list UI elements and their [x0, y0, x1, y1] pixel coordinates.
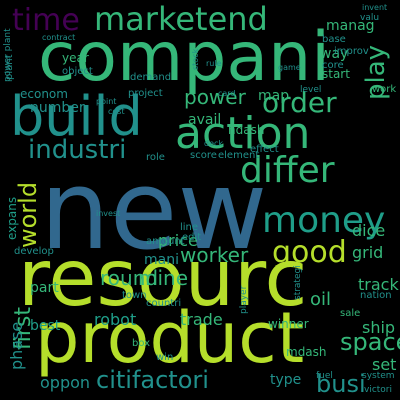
- cloud-word: build: [10, 85, 143, 148]
- cloud-word: stock: [191, 48, 200, 70]
- cloud-word: differ: [240, 150, 335, 191]
- cloud-word: mdash: [286, 345, 327, 359]
- cloud-word: work: [372, 84, 396, 95]
- cloud-word: contract: [42, 33, 75, 42]
- cloud-word: project: [128, 88, 163, 99]
- cloud-word: product: [35, 297, 304, 379]
- cloud-word: sale: [340, 308, 360, 319]
- cloud-word: citifactori: [96, 366, 209, 394]
- cloud-word: first: [11, 307, 36, 350]
- cloud-word: map: [258, 88, 289, 104]
- cloud-word: card: [218, 89, 236, 98]
- cloud-word: industri: [28, 135, 126, 165]
- cloud-word: core: [322, 60, 344, 71]
- cloud-word: oppon: [40, 373, 90, 392]
- cloud-word: part: [30, 280, 59, 296]
- cloud-word: countri: [146, 298, 181, 309]
- cloud-word: develop: [14, 246, 54, 257]
- cloud-word: action: [175, 108, 310, 159]
- cloud-word: strategi: [293, 265, 303, 300]
- cloud-word: start: [322, 67, 350, 81]
- cloud-word: valu: [360, 13, 379, 23]
- cloud-word: busi: [316, 370, 366, 398]
- cloud-word: rule: [206, 59, 222, 68]
- cloud-word: manag: [326, 18, 375, 34]
- cloud-word: ndash: [228, 123, 264, 137]
- cloud-word: player: [239, 285, 249, 314]
- cloud-word: invent: [362, 3, 387, 12]
- cloud-word: demand: [130, 72, 171, 83]
- cloud-word: space: [340, 328, 400, 356]
- cloud-word: expans: [5, 197, 19, 240]
- cloud-word: money: [262, 200, 385, 241]
- cloud-word: year: [62, 51, 89, 65]
- cloud-word: new: [40, 146, 267, 274]
- cloud-word: time: [12, 3, 80, 38]
- cloud-word: type: [270, 372, 301, 388]
- cloud-word: level: [300, 85, 321, 95]
- cloud-word: round: [100, 266, 158, 290]
- cloud-word: victori: [364, 385, 392, 395]
- cloud-word: object: [62, 66, 93, 77]
- cloud-word: oil: [310, 289, 331, 310]
- cloud-word: order: [262, 86, 337, 119]
- cloud-word: play: [361, 45, 391, 100]
- cloud-word: plant: [4, 54, 15, 80]
- cloud-word: box: [132, 338, 150, 349]
- cloud-word: compani: [38, 18, 330, 97]
- cloud-word: resourc: [18, 234, 307, 324]
- cloud-word: win: [156, 352, 173, 363]
- cloud-word: trade: [180, 310, 223, 329]
- cloud-word: world: [14, 182, 42, 248]
- cloud-word: base: [322, 34, 346, 45]
- cloud-word: power plant: [3, 28, 13, 82]
- cloud-word: cost: [108, 107, 125, 116]
- cloud-word: system: [362, 371, 395, 381]
- cloud-word: dice: [352, 221, 385, 240]
- cloud-word: marketend: [94, 0, 268, 38]
- cloud-word: winner: [268, 317, 309, 331]
- cloud-word: phase: [7, 322, 26, 370]
- cloud-word: robot: [94, 310, 136, 329]
- cloud-word: game: [278, 63, 301, 72]
- cloud-word: effect: [250, 144, 279, 155]
- cloud-word: number: [30, 100, 85, 116]
- cloud-word: improv: [334, 46, 369, 57]
- cloud-word: econom: [20, 87, 68, 101]
- cloud-word: town: [122, 290, 147, 301]
- cloud-word: amount: [146, 236, 185, 247]
- cloud-word: mine: [138, 266, 188, 290]
- cloud-word: fuel: [316, 371, 333, 381]
- cloud-word: way: [320, 46, 348, 62]
- cloud-word: line: [180, 222, 198, 233]
- cloud-word: point: [96, 97, 116, 106]
- cloud-word: nation: [360, 290, 392, 301]
- cloud-word: worker: [180, 243, 249, 267]
- cloud-word: avail: [188, 112, 221, 128]
- cloud-word: edit: [182, 232, 201, 243]
- cloud-word: set: [372, 355, 396, 374]
- cloud-word: element: [218, 150, 259, 161]
- cloud-word: track: [358, 275, 399, 294]
- cloud-word: mani: [144, 252, 179, 268]
- cloud-word: ship: [362, 318, 395, 337]
- cloud-word: score: [190, 150, 217, 161]
- cloud-word: best: [30, 318, 61, 334]
- cloud-word: grid: [352, 243, 383, 262]
- cloud-word: invest: [96, 209, 120, 218]
- cloud-word: deck: [204, 139, 223, 148]
- cloud-word: good: [272, 235, 347, 270]
- cloud-word: power: [184, 85, 247, 109]
- cloud-word: price: [158, 231, 198, 250]
- cloud-word: role: [146, 152, 165, 163]
